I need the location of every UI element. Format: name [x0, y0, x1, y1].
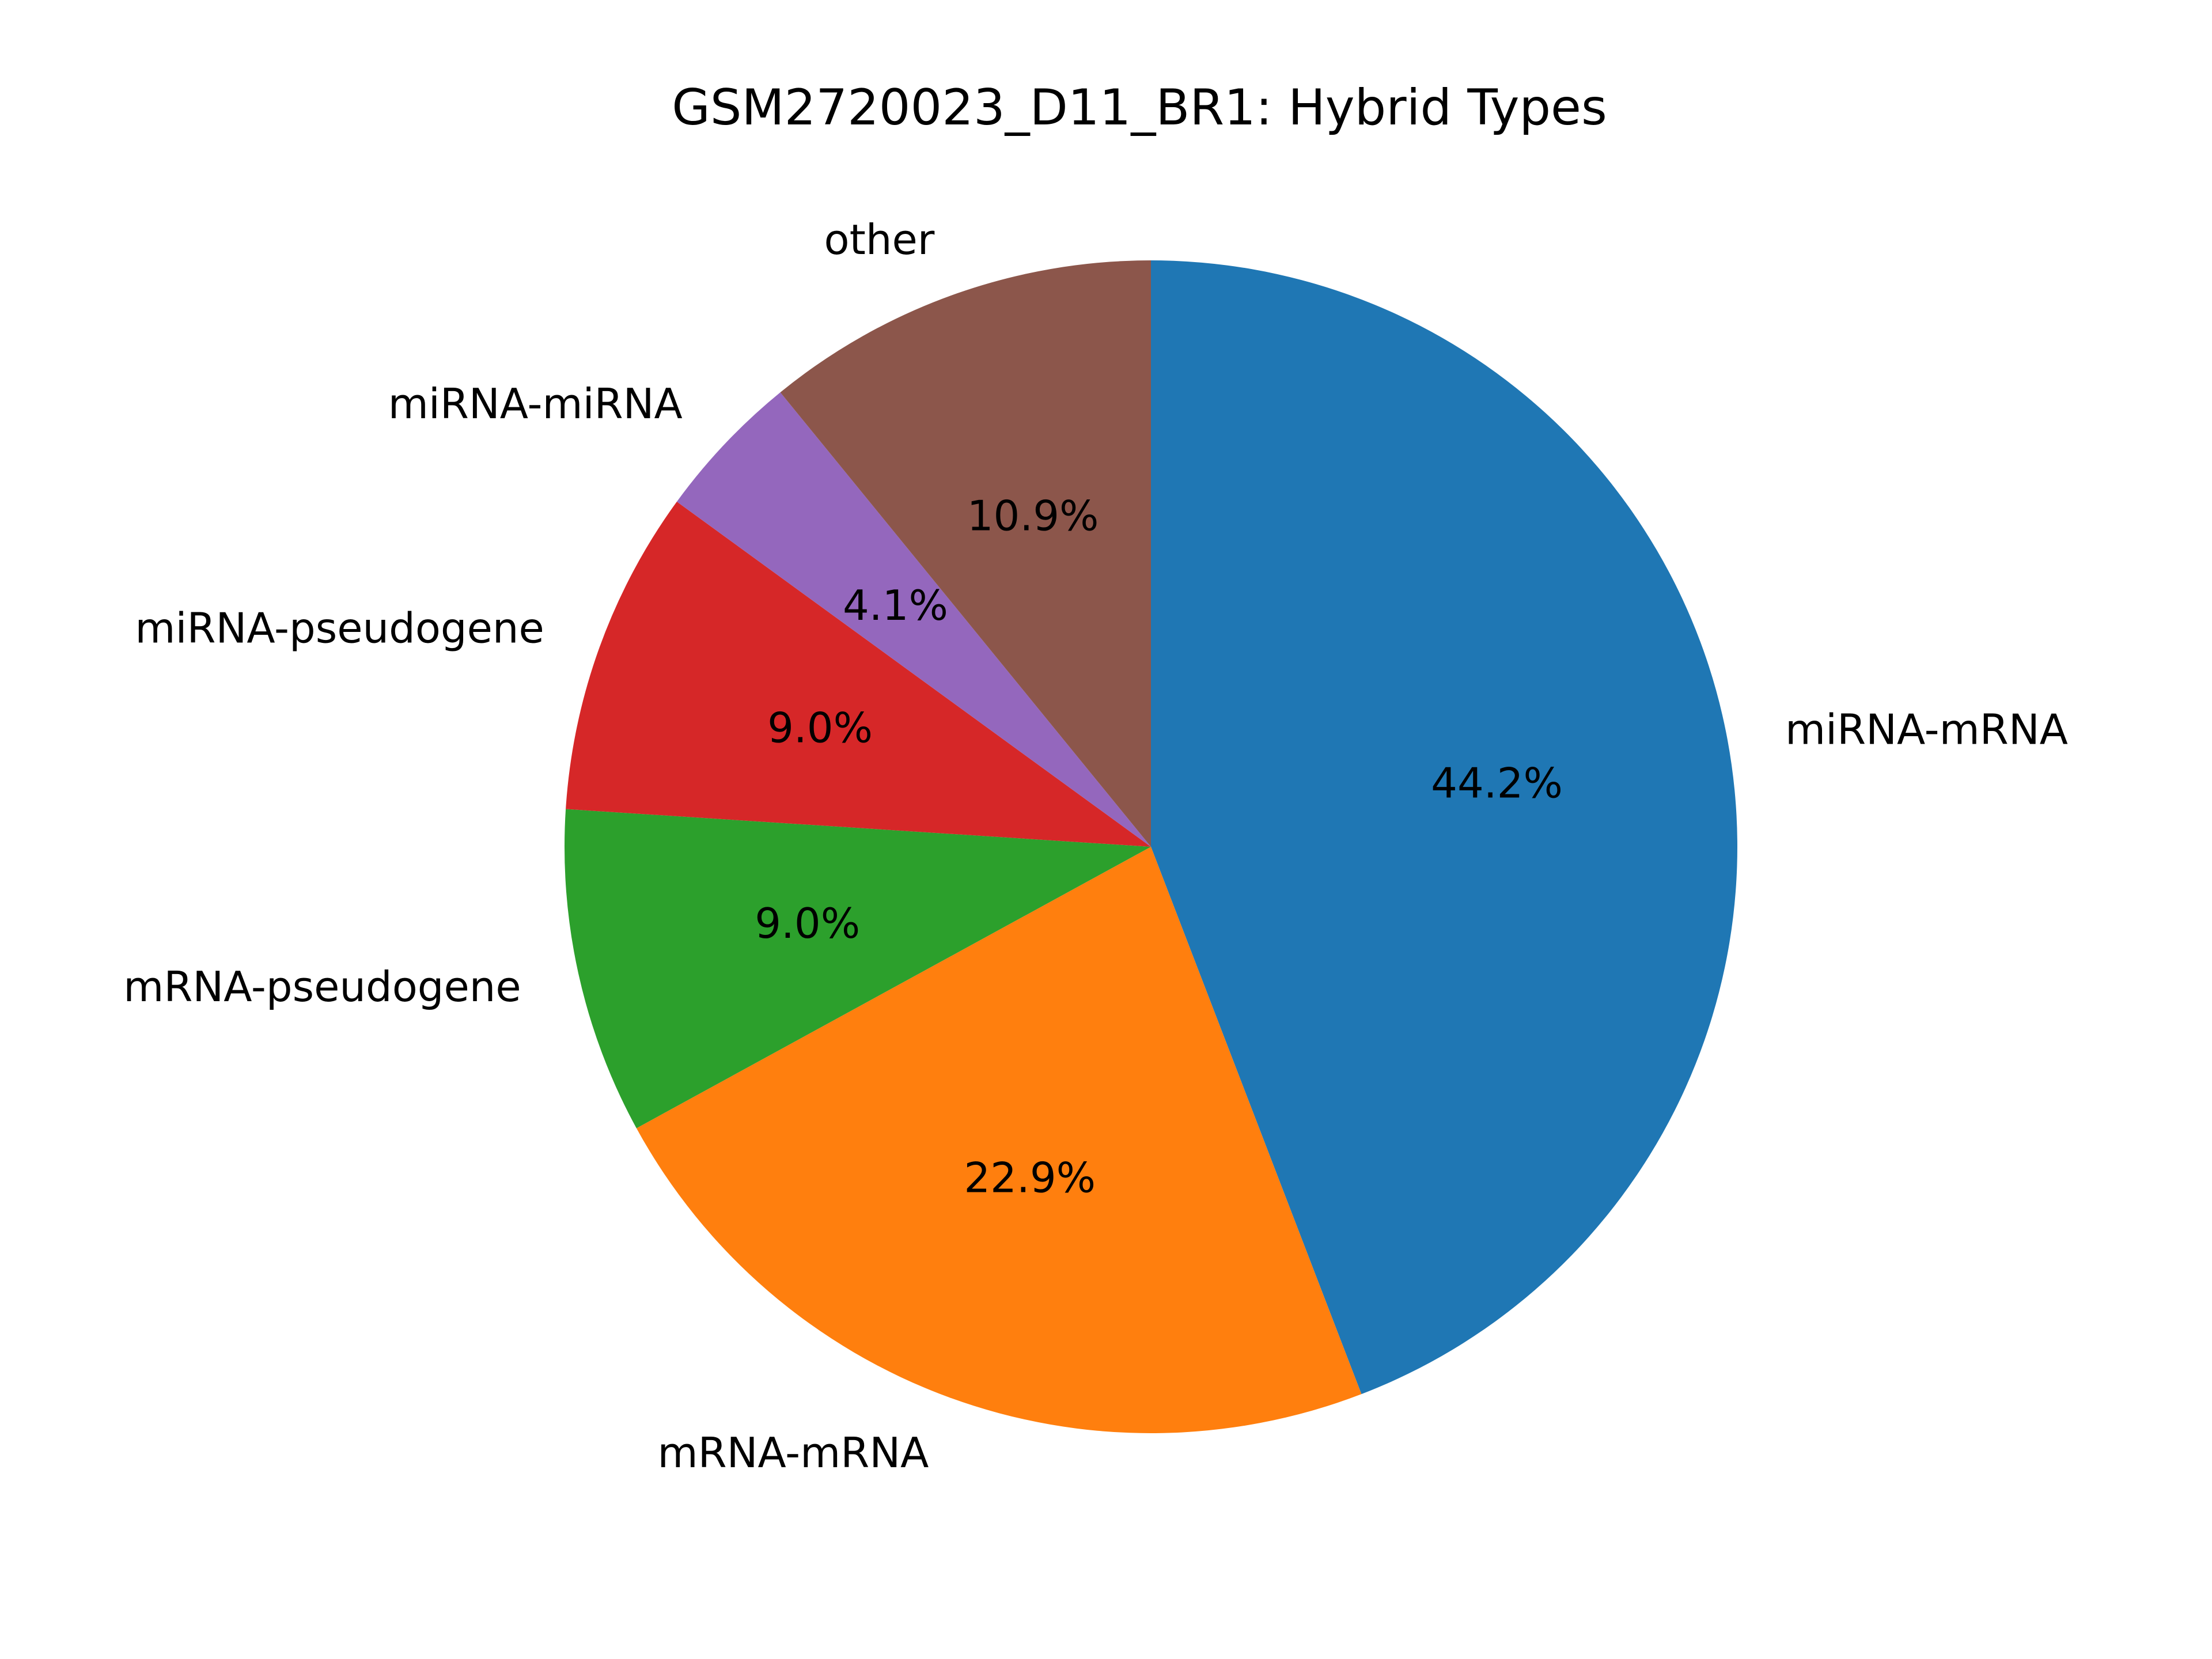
chart-title: GSM2720023_D11_BR1: Hybrid Types: [672, 79, 1607, 137]
slice-label-mrna-mrna: mRNA-mRNA: [657, 1429, 929, 1477]
slice-label-mirna-mrna: miRNA-mRNA: [1785, 705, 2068, 753]
pie-slice-mrna-pseudogene: [565, 809, 1151, 1128]
slice-label-other: other: [824, 215, 935, 264]
pct-label-mirna-pseudogene: 9.0%: [767, 703, 873, 752]
slice-label-mirna-mirna: miRNA-miRNA: [388, 380, 683, 428]
slice-labels: miRNA-mRNA mRNA-mRNA mRNA-pseudogene miRNA-…: [123, 215, 2068, 1477]
pct-label-mirna-mirna: 4.1%: [843, 581, 948, 630]
pct-label-other: 10.9%: [967, 492, 1099, 540]
pct-label-mrna-mrna: 22.9%: [964, 1153, 1096, 1202]
pie-slices: [565, 260, 1738, 1433]
slice-label-mirna-pseudogene: miRNA-pseudogene: [135, 604, 544, 652]
slice-label-mrna-pseudogene: mRNA-pseudogene: [123, 963, 521, 1011]
percentage-labels: 44.2% 22.9% 9.0% 9.0% 4.1% 10.9%: [755, 492, 1563, 1202]
pie-slice-other: [780, 260, 1151, 847]
pie-slice-mrna-mrna: [636, 847, 1362, 1433]
pie-slice-mirna-mirna: [676, 392, 1151, 847]
pie-slice-mirna-pseudogene: [566, 501, 1151, 847]
pie-slice-mirna-mrna: [1151, 260, 1738, 1395]
pct-label-mirna-mrna: 44.2%: [1431, 759, 1563, 807]
pct-label-mrna-pseudogene: 9.0%: [755, 899, 860, 948]
